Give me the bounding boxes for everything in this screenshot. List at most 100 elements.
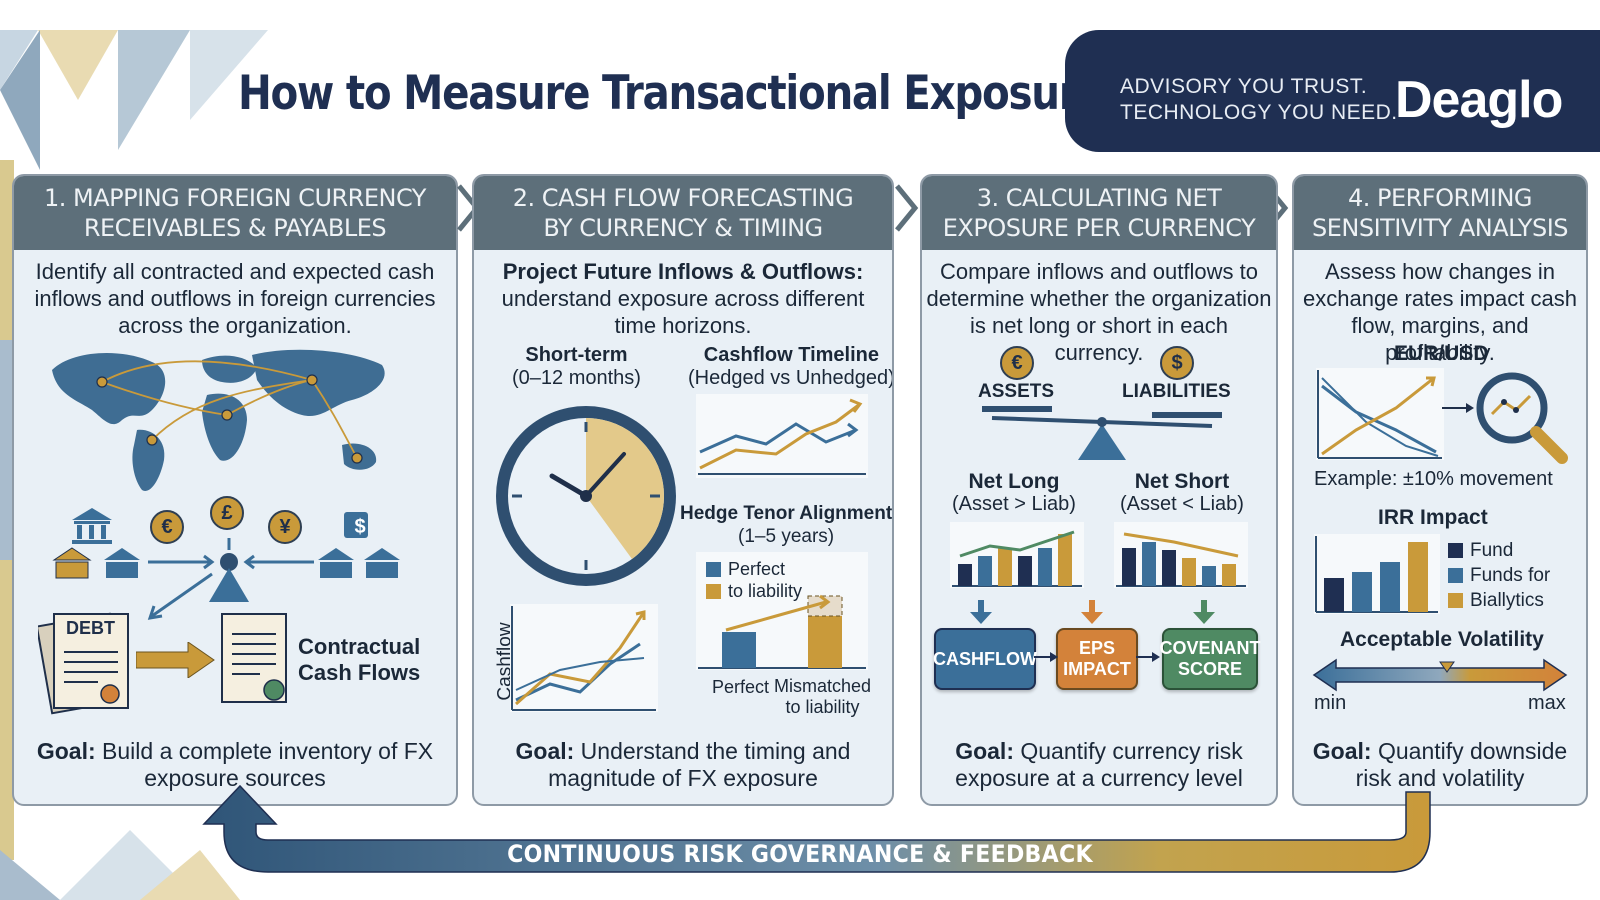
euro-coin-icon: € <box>1000 346 1034 380</box>
cashflow-growth-chart <box>510 604 658 712</box>
dollar-coin-icon: $ <box>1160 346 1194 380</box>
pound-coin-icon: £ <box>210 496 244 530</box>
step-4-description: Assess how changes in exchange rates imp… <box>1303 259 1577 365</box>
magnifier-icon <box>1442 372 1568 464</box>
legend-biallytics-label: Biallytics <box>1470 590 1544 611</box>
step-2-description: Project Future Inflows & Outflows: under… <box>484 258 882 339</box>
step-2-description-text: understand exposure across different tim… <box>501 286 865 338</box>
example-movement-label: Example: ±10% movement <box>1314 468 1553 490</box>
covenant-line-2: SCORE <box>1177 659 1242 679</box>
fx-sensitivity-chart <box>1316 368 1444 460</box>
net-long-sub: (Asset > Liab) <box>952 493 1076 515</box>
goal-text: Understand the timing and magnitude of F… <box>548 738 851 791</box>
eps-impact-box: EPS IMPACT <box>1056 628 1138 690</box>
dollar-tag-icon: $ <box>354 516 366 538</box>
legend-funds-for: Funds for <box>1448 563 1550 588</box>
feedback-loop-arrow <box>202 784 1431 873</box>
corner-decoration-top-left <box>0 30 268 170</box>
step-3-title-line-1: 3. CALCULATING NET <box>976 184 1222 212</box>
eps-line-1: EPS <box>1078 638 1116 658</box>
flow-arrow-icon <box>136 642 215 678</box>
step-1-title-line-1: 1. MAPPING FOREIGN CURRENCY <box>44 184 426 212</box>
step-1-goal: Goal: Build a complete inventory of FX e… <box>22 738 448 792</box>
legend-biallytics: Biallytics <box>1448 588 1550 613</box>
step-3-panel: 3. CALCULATING NET EXPOSURE PER CURRENCY… <box>920 174 1278 806</box>
contractual-cash-flows-label: Contractual Cash Flows <box>298 634 420 686</box>
legend-swatch-gold <box>1448 593 1463 608</box>
step-4-panel: 4. PERFORMING SENSITIVITY ANALYSIS Asses… <box>1292 174 1588 806</box>
bank-icons-right <box>318 512 400 578</box>
debt-label: DEBT <box>66 618 115 638</box>
contractual-line-2: Cash Flows <box>298 660 421 685</box>
contract-document-icon <box>221 613 287 703</box>
goal-label: Goal: <box>515 738 575 764</box>
clock-icon <box>496 406 676 586</box>
short-term-sub: (0–12 months) <box>512 367 641 389</box>
legend-funds-for-label: Funds for <box>1470 565 1551 586</box>
balance-scale-icon <box>982 406 1222 460</box>
contractual-line-1: Contractual <box>298 634 421 659</box>
step-3-goal: Goal: Quantify currency risk exposure at… <box>930 738 1268 792</box>
legend-swatch-navy <box>1448 543 1463 558</box>
irr-legend: Fund Funds for Biallytics <box>1448 538 1550 613</box>
step-4-title-line-2: SENSITIVITY ANALYSIS <box>1311 214 1569 242</box>
irr-impact-bar-chart <box>1314 534 1440 614</box>
bank-icons-left <box>52 508 140 579</box>
step-2-title-line-1: 2. CASH FLOW FORECASTING <box>512 184 854 212</box>
tagline-line-1: ADVISORY YOU TRUST. <box>1120 75 1368 98</box>
goal-text: Quantify downside risk and volatility <box>1355 738 1568 791</box>
short-term-label: Short-term (0–12 months) <box>512 344 641 390</box>
legend-swatch-blue <box>1448 568 1463 583</box>
step-2-panel: 2. CASH FLOW FORECASTING BY CURRENCY & T… <box>472 174 894 806</box>
step-arrow-2-to-3 <box>895 184 919 232</box>
scale-hub-icon <box>147 538 314 620</box>
irr-impact-title: IRR Impact <box>1378 506 1488 529</box>
step-4-title-line-1: 4. PERFORMING <box>1347 184 1533 212</box>
down-arrows-icon <box>970 600 1215 624</box>
step-4-header: 4. PERFORMING SENSITIVITY ANALYSIS <box>1294 176 1586 250</box>
legend-fund-label: Fund <box>1470 540 1514 561</box>
debt-document-icon <box>38 612 129 715</box>
currency-pair-label: EUR/USD <box>1394 342 1489 365</box>
brand-banner <box>1065 30 1600 152</box>
legend-swatch-blue <box>706 562 721 577</box>
covenant-line-1: COVENANT <box>1159 638 1261 658</box>
goal-label: Goal: <box>955 738 1014 764</box>
mismatched-line-2: to liability <box>785 697 860 717</box>
eps-line-2: IMPACT <box>1063 659 1131 679</box>
euro-coin-icon: € <box>150 510 184 544</box>
legend-swatch-gold <box>706 584 721 599</box>
legend-to-liability: to liability <box>706 580 802 602</box>
step-2-header: 2. CASH FLOW FORECASTING BY CURRENCY & T… <box>474 176 892 250</box>
tenor-title: Hedge Tenor Alignment <box>680 503 893 524</box>
timeline-label: Cashflow Timeline (Hedged vs Unhedged) <box>688 344 894 390</box>
net-long-bar-chart <box>950 522 1084 588</box>
net-short-bar-chart <box>1114 522 1248 588</box>
covenant-score-box: COVENANT SCORE <box>1159 628 1261 690</box>
step-3-title-line-2: EXPOSURE PER CURRENCY <box>942 214 1256 242</box>
hedged-vs-unhedged-chart <box>696 394 868 478</box>
legend-perfect: Perfect <box>706 558 802 580</box>
goal-text: Quantify currency risk exposure at a cur… <box>955 738 1243 791</box>
tenor-alignment-chart <box>696 552 868 670</box>
step-2-title-line-2: BY CURRENCY & TIMING <box>543 214 823 242</box>
step-3-description: Compare inflows and outflows to determin… <box>926 259 1272 365</box>
short-term-title: Short-term <box>525 344 628 366</box>
world-map-icon <box>52 349 385 491</box>
brand-logo: Deaglo <box>1395 71 1563 129</box>
timeline-title: Cashflow Timeline <box>703 344 880 366</box>
volatility-max-label: max <box>1528 692 1566 714</box>
timeline-sub: (Hedged vs Unhedged) <box>688 367 894 389</box>
net-long-title: Net Long <box>968 470 1060 493</box>
goal-label: Goal: <box>1312 738 1372 764</box>
box-connector-arrows <box>1034 652 1160 662</box>
volatility-min-label: min <box>1314 692 1347 714</box>
feedback-loop-label: CONTINUOUS RISK GOVERNANCE & FEEDBACK <box>507 840 1093 868</box>
step-1-description: Identify all contracted and expected cas… <box>34 259 436 338</box>
left-edge-decoration <box>0 160 14 860</box>
step-1-title-line-2: RECEIVABLES & PAYABLES <box>83 214 387 242</box>
yen-coin-icon: ¥ <box>268 510 302 544</box>
tenor-bar-label-mismatched: Mismatched to liability <box>774 676 871 718</box>
page-title: How to Measure Transactional Exposure <box>238 66 1105 121</box>
goal-text: Build a complete inventory of FX exposur… <box>95 738 434 791</box>
